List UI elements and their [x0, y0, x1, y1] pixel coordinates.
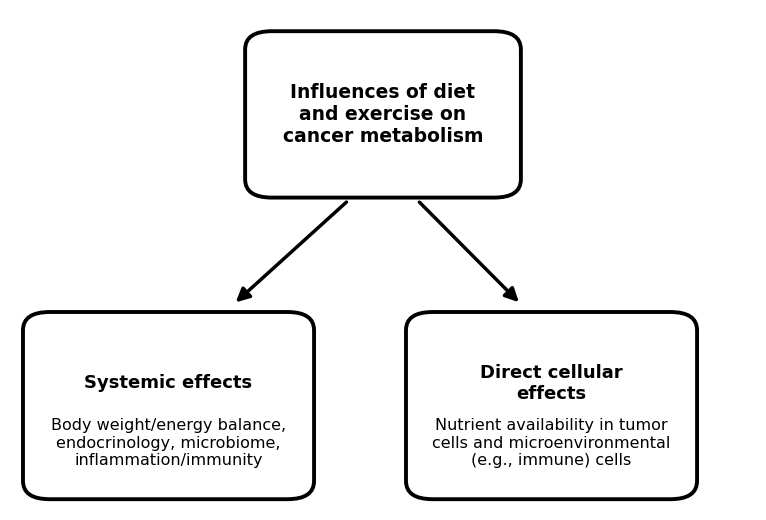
Text: Influences of diet
and exercise on
cancer metabolism: Influences of diet and exercise on cance…	[283, 83, 483, 146]
FancyBboxPatch shape	[245, 31, 521, 198]
Text: Nutrient availability in tumor
cells and microenvironmental
(e.g., immune) cells: Nutrient availability in tumor cells and…	[432, 418, 671, 468]
Text: Body weight/energy balance,
endocrinology, microbiome,
inflammation/immunity: Body weight/energy balance, endocrinolog…	[51, 418, 286, 468]
FancyBboxPatch shape	[23, 312, 314, 499]
Text: Systemic effects: Systemic effects	[84, 374, 253, 392]
FancyBboxPatch shape	[406, 312, 697, 499]
Text: Direct cellular
effects: Direct cellular effects	[480, 363, 623, 402]
